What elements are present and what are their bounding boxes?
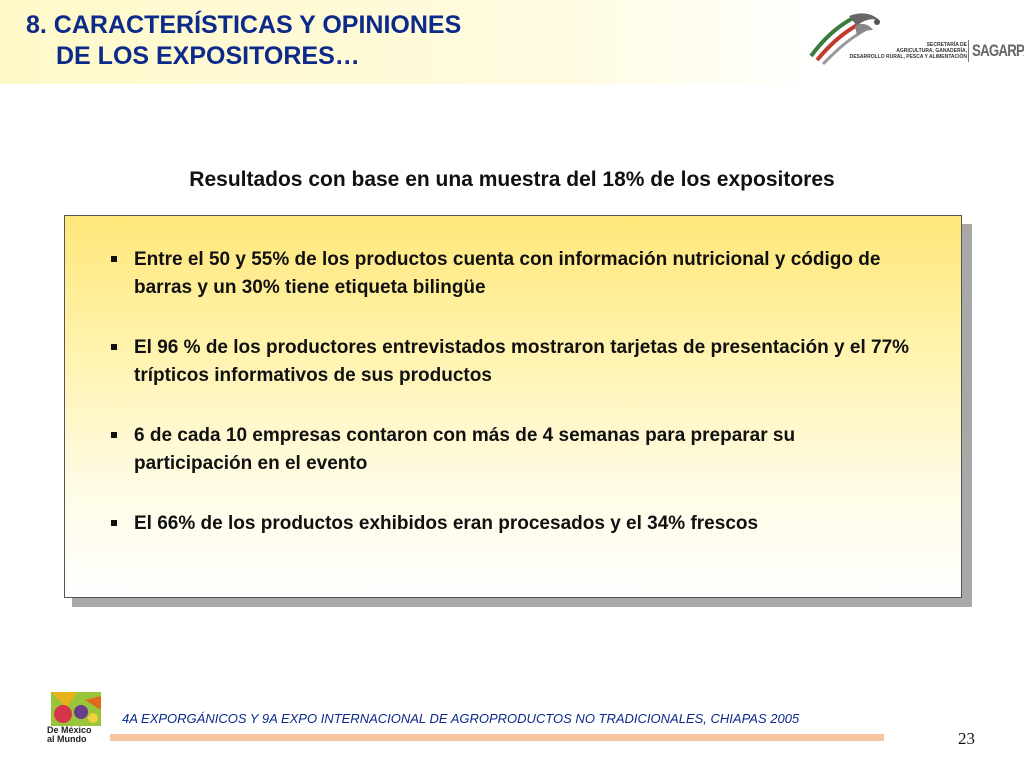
footer-logo-line-2: al Mundo [47, 734, 87, 744]
content-box: Entre el 50 y 55% de los productos cuent… [64, 215, 962, 598]
bullet-item: El 66% de los productos exhibidos eran p… [109, 510, 911, 538]
sagarpa-wordmark: SAGARPA [972, 41, 1024, 60]
mexican-eagle-emblem-icon [809, 13, 880, 66]
bullet-item: 6 de cada 10 empresas contaron con más d… [109, 422, 911, 478]
de-mexico-al-mundo-logo-icon [51, 692, 101, 726]
sagarpa-logo: SECRETARÍA DE AGRICULTURA, GANADERÍA, DE… [805, 10, 1024, 68]
title-line-2: DE LOS EXPOSITORES… [56, 42, 360, 70]
bullet-item: Entre el 50 y 55% de los productos cuent… [109, 246, 911, 302]
page-number: 23 [958, 729, 975, 748]
sagarpa-institution-text: SECRETARÍA DE AGRICULTURA, GANADERÍA, DE… [849, 42, 967, 60]
footer-logo-line-1: De México [47, 725, 92, 735]
bullet-list: Entre el 50 y 55% de los productos cuent… [65, 216, 961, 538]
slide-title: 8. CARACTERÍSTICAS Y OPINIONES DE LOS EX… [26, 10, 461, 72]
logo-text-line-1: SECRETARÍA DE [926, 42, 967, 48]
title-line-1: 8. CARACTERÍSTICAS Y OPINIONES [26, 11, 462, 39]
footer-event-text: 4A EXPORGÁNICOS Y 9A EXPO INTERNACIONAL … [122, 711, 800, 726]
slide-subtitle: Resultados con base en una muestra del 1… [189, 168, 835, 191]
footer-logo-text: De México al Mundo [47, 726, 92, 744]
footer-bar [110, 734, 884, 741]
logo-text-line-3: DESARROLLO RURAL, PESCA Y ALIMENTACIÓN [849, 54, 967, 60]
logo-text-line-2: AGRICULTURA, GANADERÍA, [896, 48, 967, 54]
logo-divider [968, 40, 969, 62]
de-mexico-al-mundo-logo: De México al Mundo [47, 688, 105, 746]
header-band [0, 0, 1024, 84]
bullet-item: El 96 % de los productores entrevistados… [109, 334, 911, 390]
